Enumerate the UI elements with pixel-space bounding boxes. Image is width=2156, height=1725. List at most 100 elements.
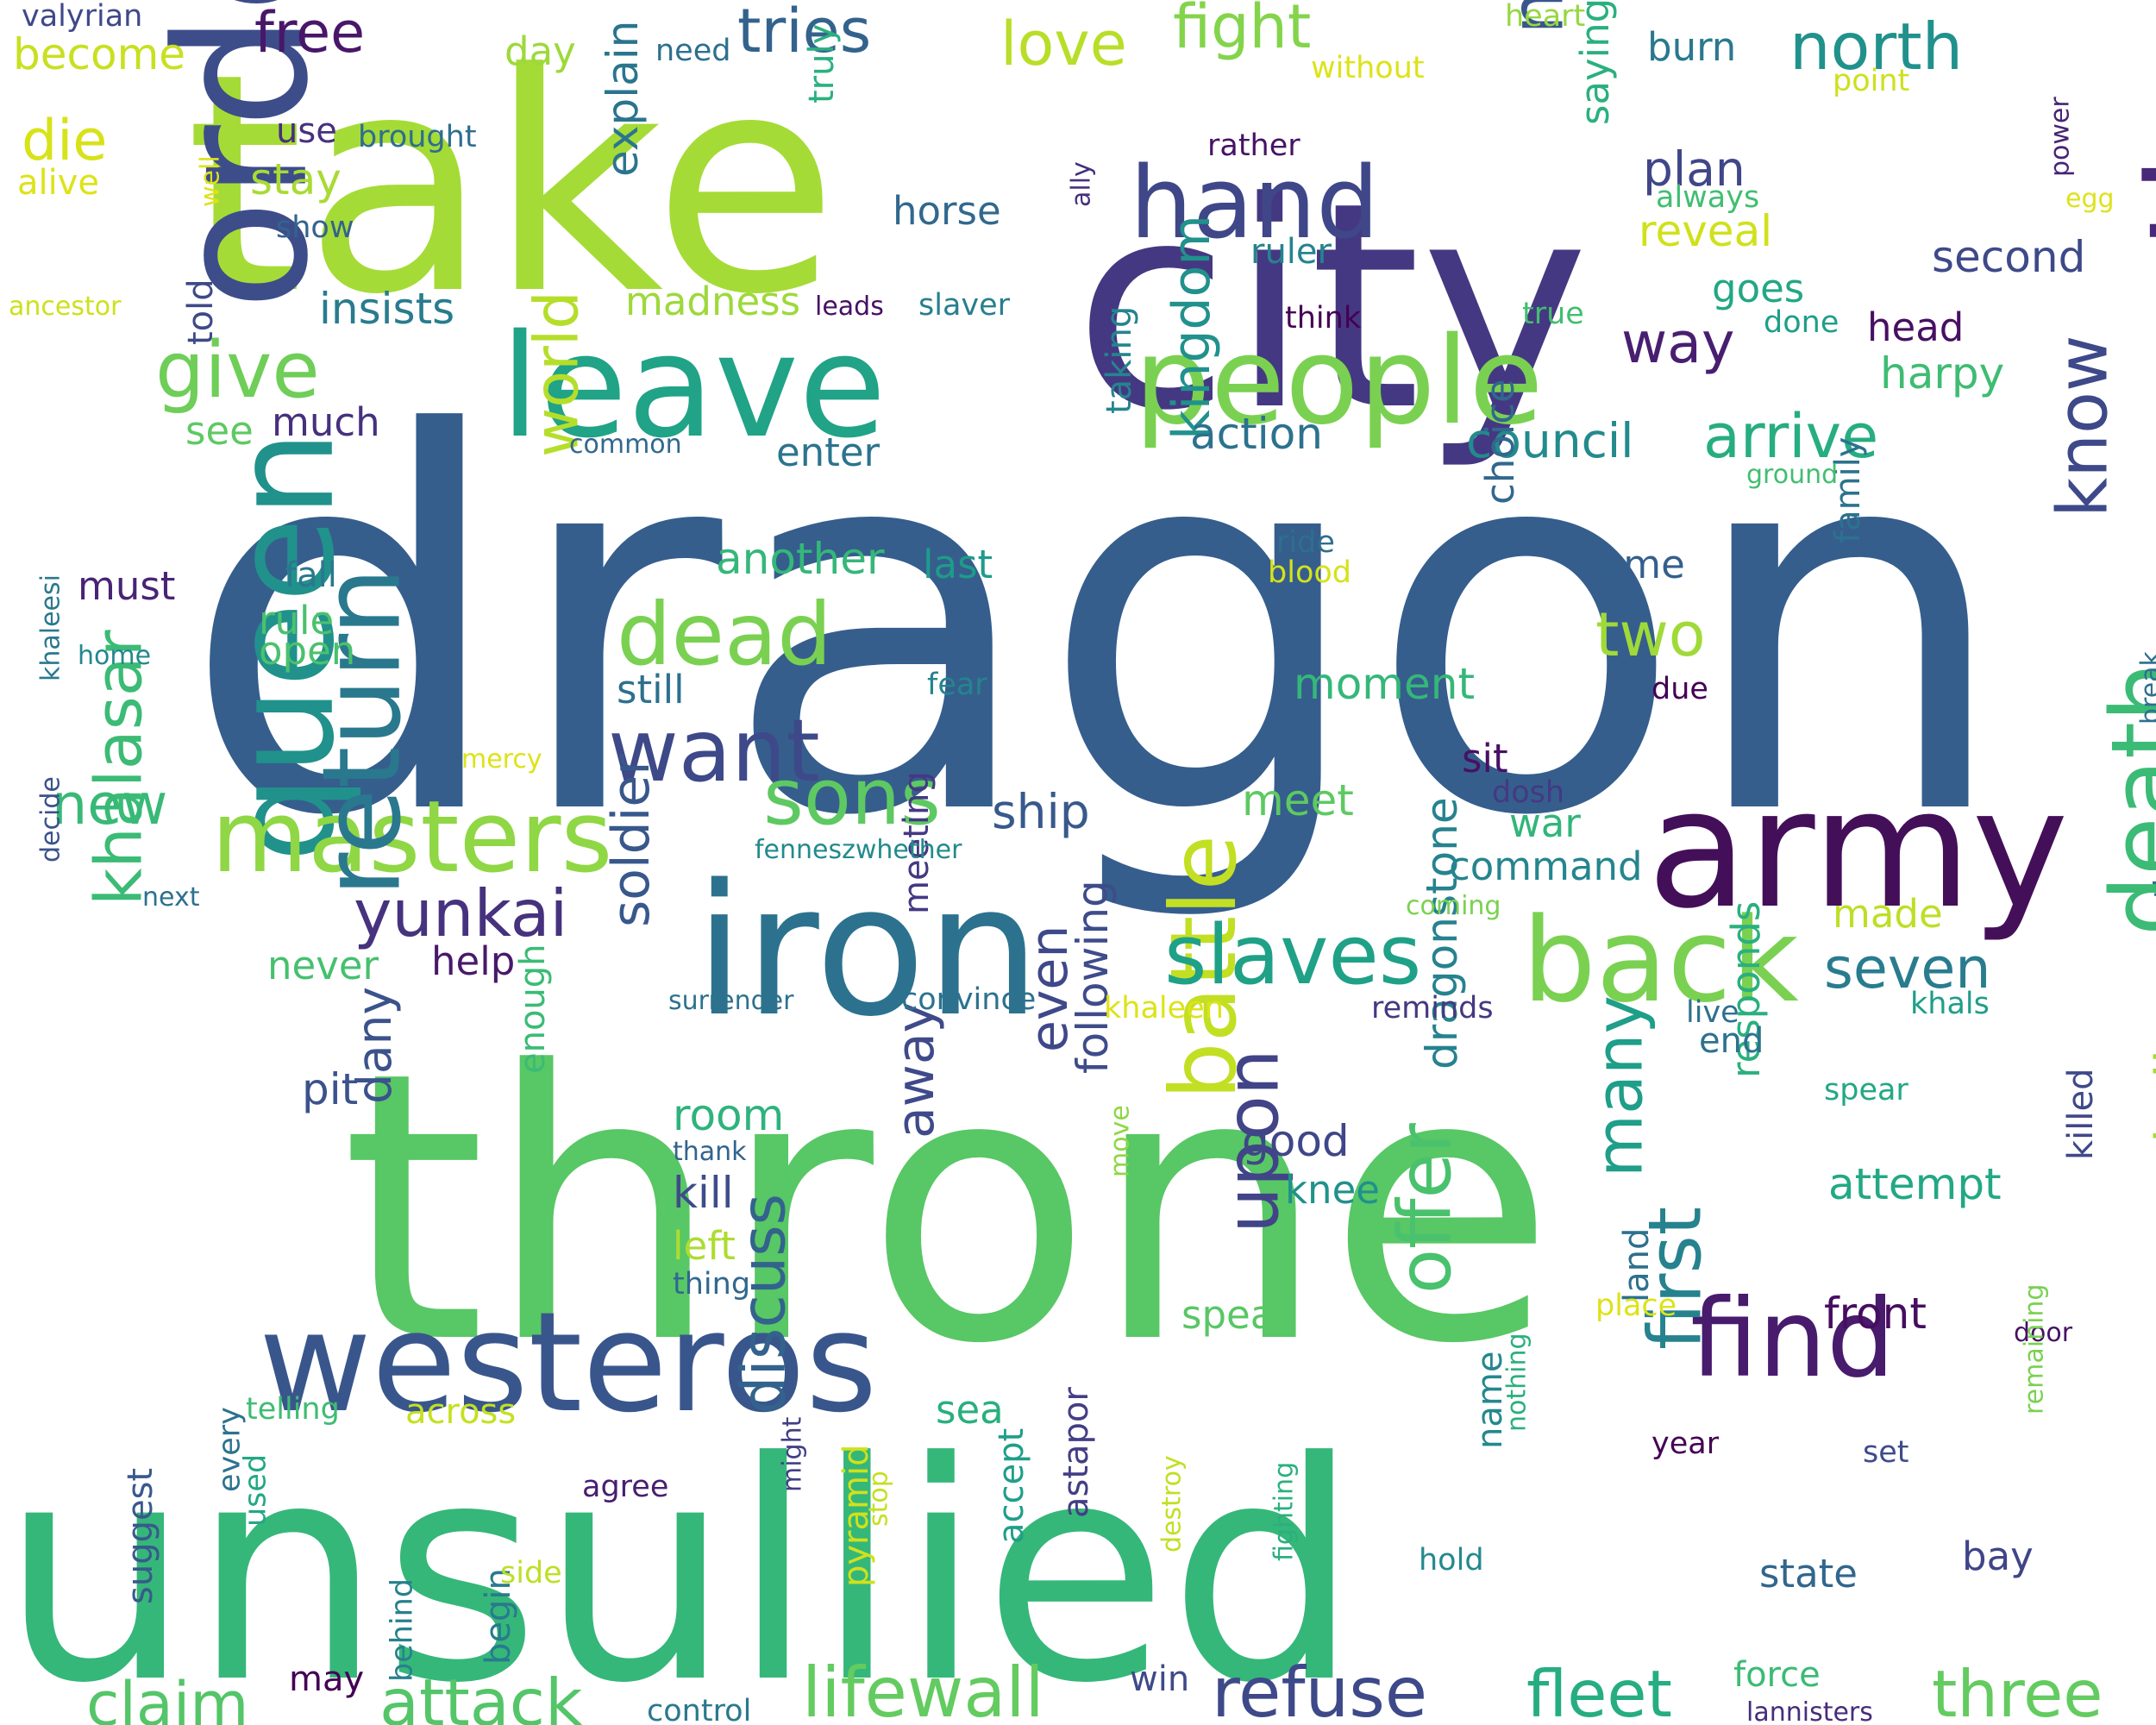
cloud-word-queen: queen [204, 430, 365, 862]
cloud-word-two: two [1595, 599, 1706, 670]
cloud-word-following: following [1068, 880, 1118, 1074]
cloud-word-find: find [1690, 1276, 1895, 1402]
cloud-word-decide: decide [35, 776, 66, 862]
cloud-word-remaining: remaining [2019, 1284, 2049, 1414]
cloud-word-heart: heart [1505, 0, 1585, 34]
cloud-word-explain: explain [598, 21, 648, 177]
cloud-word-madness: madness [625, 279, 800, 324]
cloud-word-much: much [272, 399, 380, 445]
cloud-word-break: break [2135, 650, 2156, 724]
cloud-word-attack: attack [379, 1665, 583, 1725]
cloud-word-move: move [1105, 1105, 1135, 1177]
cloud-word-masters: masters [211, 780, 612, 895]
cloud-word-first: first [1633, 1207, 1718, 1350]
cloud-word-believe: believe [2145, 955, 2156, 1143]
cloud-word-destroy: destroy [1156, 1455, 1187, 1552]
cloud-word-refuse: refuse [1212, 1653, 1427, 1725]
cloud-word-leads: leads [815, 292, 884, 322]
cloud-word-fall: fall [285, 555, 337, 595]
cloud-word-offer: offer [1382, 1123, 1468, 1294]
cloud-word-need: need [655, 34, 730, 68]
cloud-word-power: power [2045, 97, 2075, 177]
cloud-word-lifewall: lifewall [802, 1653, 1044, 1725]
cloud-word-time: time [2118, 0, 2156, 250]
cloud-word-war: war [1509, 800, 1581, 846]
cloud-word-meet: meet [1242, 775, 1354, 825]
cloud-word-fight: fight [1173, 0, 1311, 62]
cloud-word-state: state [1759, 1551, 1858, 1596]
cloud-word-slaver: slaver [918, 288, 1011, 323]
cloud-word-stay: stay [250, 154, 342, 204]
cloud-word-kingdom: kingdom [1162, 215, 1222, 440]
cloud-word-brought: brought [358, 120, 477, 154]
cloud-word-telling: telling [246, 1392, 340, 1427]
cloud-word-land: land [1617, 1228, 1657, 1302]
cloud-word-fighting: fighting [1269, 1462, 1299, 1561]
cloud-word-insists: insists [319, 284, 454, 334]
cloud-word-world: world [522, 291, 592, 457]
cloud-word-people: people [1134, 311, 1544, 452]
cloud-word-second: second [1932, 232, 2085, 282]
cloud-word-responds: responds [1723, 901, 1769, 1078]
cloud-word-bay: bay [1962, 1534, 2034, 1579]
cloud-word-thing: thing [673, 1267, 750, 1302]
cloud-word-arrive: arrive [1703, 401, 1878, 472]
cloud-word-army: army [1647, 754, 2069, 944]
cloud-word-place: place [1595, 1289, 1677, 1323]
cloud-word-kill: kill [673, 1168, 734, 1218]
cloud-word-return: return [300, 568, 425, 897]
cloud-word-meeting: meeting [897, 771, 937, 914]
cloud-word-death: death [2090, 662, 2156, 936]
cloud-word-away: away [886, 1002, 946, 1138]
cloud-word-give: give [155, 325, 320, 416]
cloud-word-harpy: harpy [1880, 348, 2004, 398]
cloud-word-well: well [195, 155, 225, 207]
cloud-word-common: common [569, 430, 682, 460]
cloud-word-tries: tries [737, 0, 871, 66]
cloud-word-sons: sons [763, 752, 941, 843]
cloud-word-alive: alive [17, 163, 99, 203]
cloud-word-sea: sea [936, 1387, 1004, 1433]
cloud-word-done: done [1764, 305, 1839, 340]
cloud-word-always: always [1656, 180, 1759, 215]
cloud-word-begin: begin [479, 1568, 518, 1665]
cloud-word-enough: enough [513, 944, 553, 1074]
cloud-word-help: help [431, 938, 515, 984]
cloud-word-spear: spear [1824, 1073, 1908, 1107]
cloud-word-new: new [52, 773, 167, 837]
cloud-word-dead: dead [617, 584, 832, 685]
cloud-word-next: next [142, 882, 200, 913]
cloud-word-plan: plan [1643, 141, 1745, 197]
cloud-word-name: name [1470, 1352, 1510, 1449]
cloud-word-die: die [22, 109, 107, 173]
cloud-word-pit: pit [302, 1064, 358, 1114]
cloud-word-show: show [276, 210, 354, 245]
cloud-word-surrender: surrender [668, 986, 794, 1016]
cloud-word-fear: fear [927, 668, 987, 702]
cloud-word-speak: speak [1181, 1292, 1296, 1338]
cloud-word-goes: goes [1712, 266, 1804, 311]
cloud-word-slaves: slaves [1164, 908, 1421, 1003]
cloud-word-fleet: fleet [1526, 1656, 1672, 1725]
cloud-word-lannisters: lannisters [1746, 1697, 1873, 1725]
cloud-word-door: door [2014, 1318, 2073, 1348]
cloud-word-order: order [137, 0, 348, 310]
cloud-word-across: across [405, 1392, 516, 1432]
cloud-word-hold: hold [1419, 1543, 1484, 1578]
cloud-word-still: still [617, 667, 685, 712]
cloud-word-become: become [13, 29, 185, 79]
cloud-word-room: room [673, 1090, 784, 1140]
cloud-word-never: never [267, 943, 379, 988]
cloud-word-free: free [254, 1, 365, 66]
cloud-word-khaleesi: khaleesi [35, 574, 66, 681]
cloud-word-yunkai: yunkai [354, 875, 567, 951]
cloud-word-suggest: suggest [121, 1468, 160, 1604]
cloud-word-seven: seven [1824, 937, 1991, 1001]
cloud-word-reveal: reveal [1639, 206, 1772, 256]
cloud-word-battle: battle [1151, 835, 1257, 1100]
cloud-word-unsullied: unsullied [0, 1397, 1360, 1725]
cloud-word-head: head [1867, 304, 1964, 350]
cloud-word-council: council [1466, 413, 1633, 468]
